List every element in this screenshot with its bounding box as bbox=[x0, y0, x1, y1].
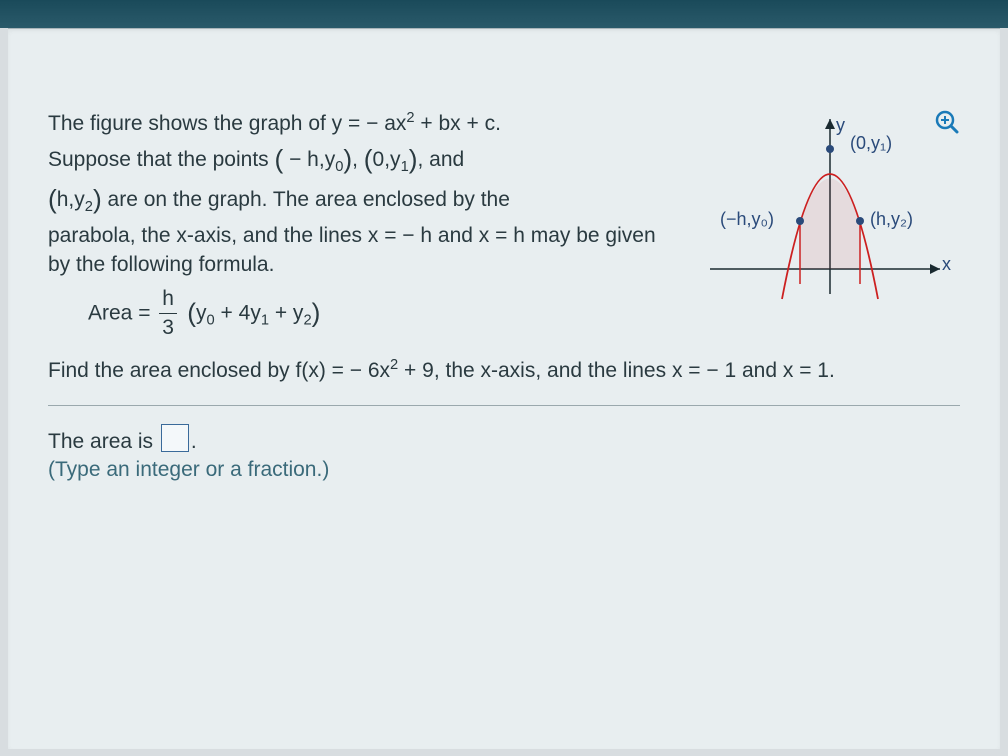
left-point-label: (−h,y₀) bbox=[720, 209, 774, 230]
paren: ( bbox=[180, 297, 196, 327]
paren: ( bbox=[275, 144, 284, 174]
var: y bbox=[196, 301, 207, 324]
divider bbox=[48, 405, 960, 406]
text: The figure shows the graph of y = − ax bbox=[48, 112, 406, 135]
exponent: 2 bbox=[406, 110, 414, 126]
area-formula: Area = h3 (y0 + 4y1 + y2) bbox=[48, 285, 668, 343]
fraction: h3 bbox=[159, 285, 177, 343]
point: − h,y bbox=[283, 148, 335, 171]
text: are on the graph. The area enclosed by t… bbox=[102, 188, 510, 211]
point: 0,y bbox=[373, 148, 401, 171]
answer-input[interactable] bbox=[161, 424, 189, 452]
paren: ( bbox=[48, 184, 57, 214]
text: , and bbox=[417, 148, 464, 171]
right-point-label: (h,y₂) bbox=[870, 209, 913, 230]
problem-statement: The figure shows the graph of y = − ax2 … bbox=[48, 109, 668, 343]
exponent: 2 bbox=[390, 357, 398, 373]
answer-hint: (Type an integer or a fraction.) bbox=[48, 458, 960, 482]
numerator: h bbox=[159, 285, 177, 313]
text: parabola, the x-axis, and the lines x = … bbox=[48, 222, 668, 279]
paren: ) bbox=[93, 184, 102, 214]
text: . bbox=[191, 430, 197, 453]
sub: 1 bbox=[401, 159, 409, 175]
answer-label: The area is bbox=[48, 430, 159, 453]
window-titlebar bbox=[0, 0, 1008, 28]
paren: ) bbox=[343, 144, 352, 174]
text: , bbox=[352, 148, 364, 171]
text: + y bbox=[269, 301, 303, 324]
paren: ( bbox=[364, 144, 373, 174]
x-axis-label: x bbox=[942, 254, 951, 275]
text: Suppose that the points bbox=[48, 148, 275, 171]
page-background: The figure shows the graph of y = − ax2 … bbox=[0, 28, 1008, 756]
text: + 9, the x-axis, and the lines x = − 1 a… bbox=[398, 359, 835, 382]
question-prompt: Find the area enclosed by f(x) = − 6x2 +… bbox=[48, 357, 960, 383]
sub: 2 bbox=[303, 312, 311, 328]
problem-content: The figure shows the graph of y = − ax2 … bbox=[8, 28, 1000, 749]
answer-block: The area is . (Type an integer or a frac… bbox=[48, 424, 960, 482]
point: h,y bbox=[57, 188, 85, 211]
denominator: 3 bbox=[159, 313, 177, 342]
text: + bx + c. bbox=[415, 112, 501, 135]
text: Area = bbox=[88, 301, 156, 324]
y-axis-label: y bbox=[836, 115, 845, 136]
top-point-label: (0,y₁) bbox=[850, 133, 892, 154]
sub: 2 bbox=[85, 199, 93, 215]
zoom-icon[interactable] bbox=[934, 109, 960, 135]
text: + 4y bbox=[215, 301, 261, 324]
sub: 1 bbox=[261, 312, 269, 328]
parabola-figure: y x (0,y₁) (−h,y₀) (h,y₂) bbox=[700, 109, 960, 309]
text: Find the area enclosed by f(x) = − 6x bbox=[48, 359, 390, 382]
sub: 0 bbox=[207, 312, 215, 328]
paren: ) bbox=[312, 297, 321, 327]
